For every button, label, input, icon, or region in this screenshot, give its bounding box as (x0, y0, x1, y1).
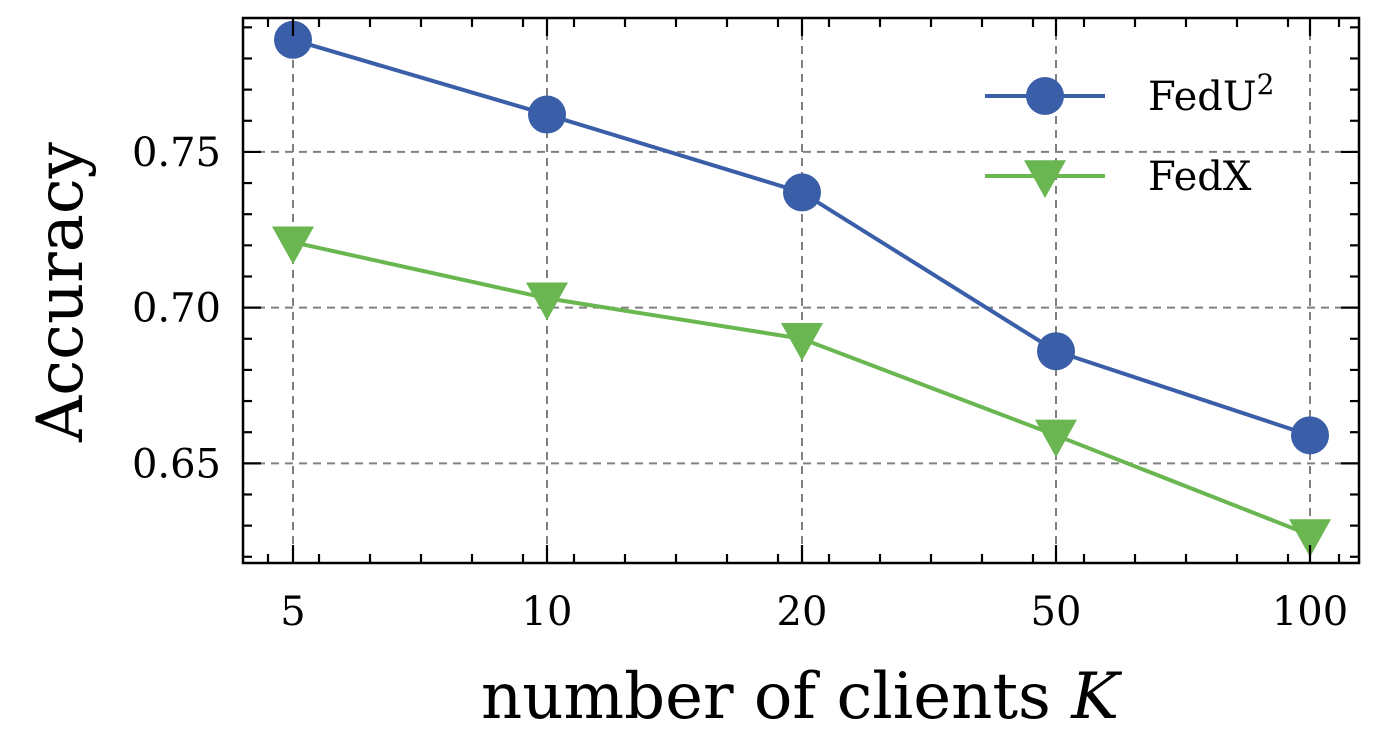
data-point-triangle (1035, 419, 1077, 458)
data-point-circle (1026, 77, 1064, 115)
data-point-circle (783, 173, 821, 212)
series-markers (272, 20, 1331, 558)
x-tick-label: 5 (280, 589, 305, 635)
y-tick-label: 0.70 (132, 286, 221, 332)
data-point-triangle (1024, 160, 1066, 199)
y-tick-label: 0.65 (132, 441, 221, 487)
x-tick-label: 10 (522, 589, 573, 635)
data-point-circle (274, 20, 312, 59)
data-point-triangle (526, 282, 568, 321)
data-point-circle (528, 95, 566, 134)
data-point-triangle (781, 323, 823, 361)
legend: FedU2 FedX (985, 68, 1274, 200)
tick-labels: 0.65 0.70 0.75 5 10 20 50 100 (132, 130, 1348, 635)
data-point-triangle (1289, 519, 1331, 558)
legend-label: FedU2 (1148, 68, 1274, 120)
data-point-triangle (272, 226, 314, 265)
x-tick-label: 20 (777, 589, 828, 635)
legend-label: FedX (1148, 154, 1252, 200)
axes (241, 16, 1361, 565)
x-tick-label: 100 (1272, 589, 1348, 635)
x-axis-label: number of clients K (481, 660, 1122, 734)
x-tick-label: 50 (1031, 589, 1082, 635)
data-point-circle (1291, 416, 1329, 455)
data-point-circle (1037, 332, 1075, 371)
y-axis-label: Accuracy (24, 142, 98, 443)
y-tick-label: 0.75 (132, 130, 221, 176)
